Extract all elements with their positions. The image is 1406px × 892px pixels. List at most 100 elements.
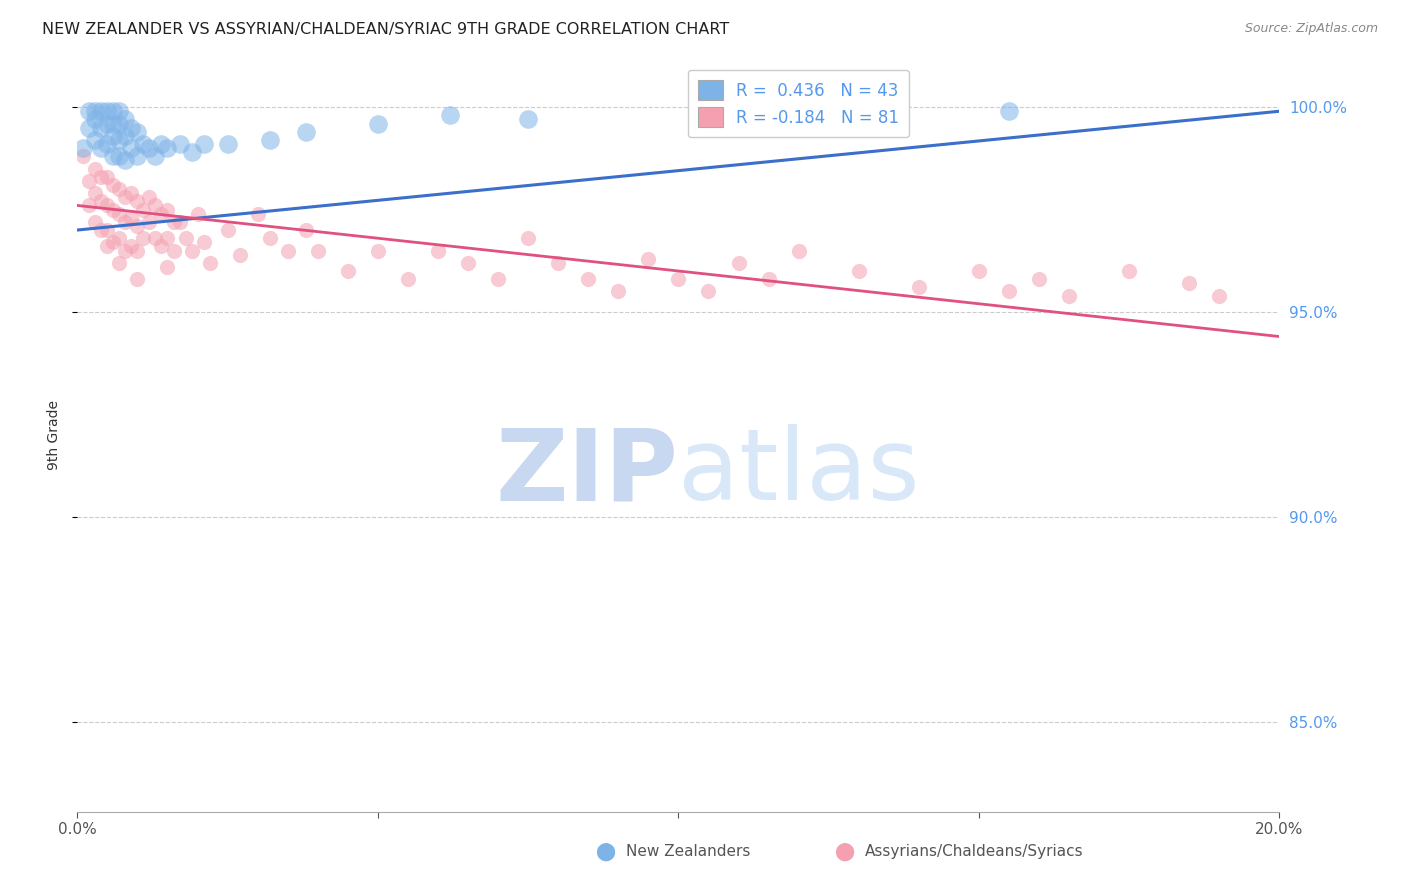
Point — [848, 264, 870, 278]
Point — [607, 285, 630, 299]
Point — [1028, 272, 1050, 286]
Point — [84, 161, 107, 176]
Point — [1208, 288, 1230, 302]
Point — [367, 244, 389, 258]
Point — [108, 104, 131, 119]
Point — [96, 169, 118, 184]
Point — [967, 264, 990, 278]
Point — [727, 120, 749, 135]
Point — [108, 207, 131, 221]
Point — [103, 202, 125, 217]
Point — [259, 133, 281, 147]
Point — [162, 215, 184, 229]
Point — [217, 223, 239, 237]
Point — [156, 231, 179, 245]
Point — [90, 194, 112, 209]
Point — [127, 149, 149, 163]
Point — [198, 256, 221, 270]
Point — [127, 244, 149, 258]
Point — [127, 125, 149, 139]
Point — [668, 272, 690, 286]
Point — [120, 211, 142, 225]
Text: ⬤: ⬤ — [595, 843, 614, 861]
Point — [84, 133, 107, 147]
Point — [103, 104, 125, 119]
Point — [72, 149, 94, 163]
Point — [439, 108, 461, 122]
Point — [103, 235, 125, 250]
Point — [84, 215, 107, 229]
Point — [427, 244, 450, 258]
Point — [138, 190, 160, 204]
Text: atlas: atlas — [679, 424, 920, 521]
Y-axis label: 9th Grade: 9th Grade — [46, 400, 60, 470]
Point — [72, 141, 94, 155]
Point — [108, 231, 131, 245]
Point — [79, 104, 101, 119]
Text: NEW ZEALANDER VS ASSYRIAN/CHALDEAN/SYRIAC 9TH GRADE CORRELATION CHART: NEW ZEALANDER VS ASSYRIAN/CHALDEAN/SYRIA… — [42, 22, 730, 37]
Point — [108, 116, 131, 130]
Point — [132, 202, 155, 217]
Point — [138, 215, 160, 229]
Text: Assyrians/Chaldeans/Syriacs: Assyrians/Chaldeans/Syriacs — [865, 845, 1083, 859]
Point — [96, 239, 118, 253]
Point — [108, 149, 131, 163]
Text: ⬤: ⬤ — [834, 843, 853, 861]
Point — [103, 178, 125, 192]
Point — [486, 272, 509, 286]
Point — [108, 256, 131, 270]
Point — [132, 231, 155, 245]
Point — [114, 244, 136, 258]
Point — [162, 244, 184, 258]
Point — [108, 182, 131, 196]
Point — [307, 244, 329, 258]
Point — [138, 141, 160, 155]
Point — [193, 235, 215, 250]
Point — [169, 136, 191, 151]
Point — [96, 223, 118, 237]
Point — [547, 256, 569, 270]
Point — [103, 116, 125, 130]
Point — [90, 141, 112, 155]
Point — [169, 215, 191, 229]
Point — [120, 141, 142, 155]
Point — [228, 247, 250, 261]
Point — [908, 280, 931, 294]
Point — [90, 120, 112, 135]
Point — [187, 207, 209, 221]
Point — [127, 272, 149, 286]
Point — [156, 260, 179, 274]
Point — [114, 215, 136, 229]
Point — [120, 120, 142, 135]
Point — [727, 256, 749, 270]
Point — [145, 231, 167, 245]
Point — [294, 125, 316, 139]
Point — [132, 136, 155, 151]
Point — [998, 285, 1021, 299]
Point — [84, 186, 107, 201]
Point — [336, 264, 359, 278]
Point — [174, 231, 197, 245]
Point — [637, 252, 659, 266]
Point — [156, 141, 179, 155]
Point — [127, 219, 149, 233]
Point — [114, 153, 136, 168]
Point — [96, 136, 118, 151]
Point — [90, 223, 112, 237]
Text: New Zealanders: New Zealanders — [626, 845, 749, 859]
Point — [150, 207, 173, 221]
Point — [127, 194, 149, 209]
Point — [277, 244, 299, 258]
Point — [103, 128, 125, 143]
Point — [79, 198, 101, 212]
Point — [79, 174, 101, 188]
Point — [114, 190, 136, 204]
Point — [1057, 288, 1080, 302]
Point — [90, 169, 112, 184]
Point — [1118, 264, 1140, 278]
Point — [576, 272, 599, 286]
Point — [180, 244, 202, 258]
Point — [84, 104, 107, 119]
Point — [145, 149, 167, 163]
Point — [96, 116, 118, 130]
